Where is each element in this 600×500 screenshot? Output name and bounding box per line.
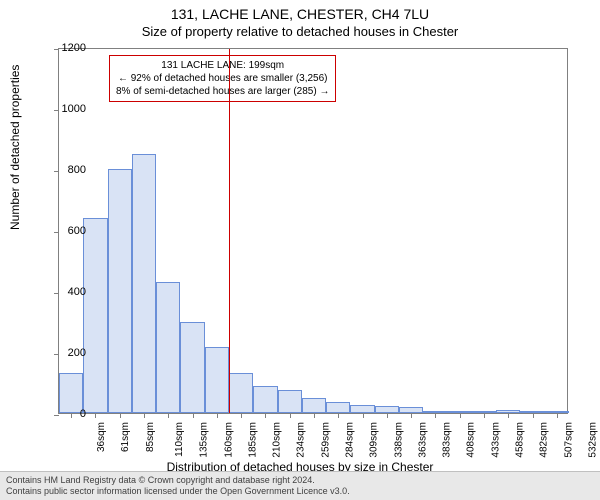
x-tick — [387, 413, 388, 418]
x-tick-label: 383sqm — [442, 422, 453, 458]
x-tick-label: 36sqm — [96, 422, 107, 452]
annotation-box: 131 LACHE LANE: 199sqm ← 92% of detached… — [109, 55, 336, 102]
histogram-bar — [132, 154, 156, 413]
y-tick-label: 400 — [46, 286, 86, 298]
footer: Contains HM Land Registry data © Crown c… — [0, 471, 600, 500]
x-tick-label: 61sqm — [120, 422, 131, 452]
y-tick-label: 800 — [46, 164, 86, 176]
x-tick — [557, 413, 558, 418]
x-tick — [241, 413, 242, 418]
x-tick-label: 363sqm — [417, 422, 428, 458]
x-tick — [435, 413, 436, 418]
histogram-bar — [83, 218, 107, 413]
x-tick-label: 284sqm — [345, 422, 356, 458]
x-tick-label: 210sqm — [272, 422, 283, 458]
y-tick-label: 1000 — [46, 103, 86, 115]
histogram-bar — [375, 406, 399, 413]
x-tick — [533, 413, 534, 418]
x-tick-label: 234sqm — [296, 422, 307, 458]
x-tick-label: 309sqm — [369, 422, 380, 458]
histogram-bar — [180, 322, 204, 414]
histogram-bar — [205, 347, 229, 413]
chart-plot-area: 131 LACHE LANE: 199sqm ← 92% of detached… — [58, 48, 568, 414]
y-tick-label: 600 — [46, 225, 86, 237]
footer-line1: Contains HM Land Registry data © Crown c… — [6, 475, 594, 486]
x-tick — [411, 413, 412, 418]
histogram-bar — [278, 390, 302, 413]
x-tick — [460, 413, 461, 418]
x-tick — [484, 413, 485, 418]
x-tick-label: 110sqm — [174, 422, 185, 457]
y-tick-label: 0 — [46, 408, 86, 420]
annotation-line3: 8% of semi-detached houses are larger (2… — [116, 85, 329, 98]
y-tick-label: 200 — [46, 347, 86, 359]
x-tick — [217, 413, 218, 418]
histogram-bar — [229, 373, 253, 413]
x-tick-label: 135sqm — [199, 422, 210, 458]
x-tick — [144, 413, 145, 418]
annotation-line2: ← 92% of detached houses are smaller (3,… — [116, 72, 329, 85]
footer-line2: Contains public sector information licen… — [6, 486, 594, 497]
x-tick — [363, 413, 364, 418]
x-tick-label: 507sqm — [563, 422, 574, 458]
x-tick-label: 160sqm — [223, 422, 234, 458]
histogram-bar — [302, 398, 326, 413]
histogram-bar — [326, 402, 350, 413]
reference-line — [229, 49, 230, 413]
x-tick — [338, 413, 339, 418]
x-tick — [120, 413, 121, 418]
x-tick — [168, 413, 169, 418]
x-tick — [290, 413, 291, 418]
histogram-bar — [350, 405, 374, 413]
page-subtitle: Size of property relative to detached ho… — [0, 22, 600, 39]
x-tick-label: 185sqm — [247, 422, 258, 458]
x-tick-label: 482sqm — [539, 422, 550, 458]
y-tick-label: 1200 — [46, 42, 86, 54]
x-tick — [265, 413, 266, 418]
x-tick — [314, 413, 315, 418]
x-tick-label: 532sqm — [587, 422, 598, 458]
histogram-bar — [156, 282, 180, 413]
x-tick-label: 259sqm — [320, 422, 331, 458]
page-title: 131, LACHE LANE, CHESTER, CH4 7LU — [0, 0, 600, 22]
x-tick-label: 85sqm — [145, 422, 156, 452]
annotation-line1: 131 LACHE LANE: 199sqm — [116, 59, 329, 72]
x-tick — [95, 413, 96, 418]
x-tick — [193, 413, 194, 418]
histogram-bar — [253, 386, 277, 413]
y-axis-label: Number of detached properties — [8, 65, 22, 230]
x-tick — [508, 413, 509, 418]
x-tick-label: 408sqm — [466, 422, 477, 458]
x-tick-label: 433sqm — [490, 422, 501, 458]
histogram-bar — [108, 169, 132, 413]
x-tick-label: 338sqm — [393, 422, 404, 458]
x-tick-label: 458sqm — [515, 422, 526, 458]
